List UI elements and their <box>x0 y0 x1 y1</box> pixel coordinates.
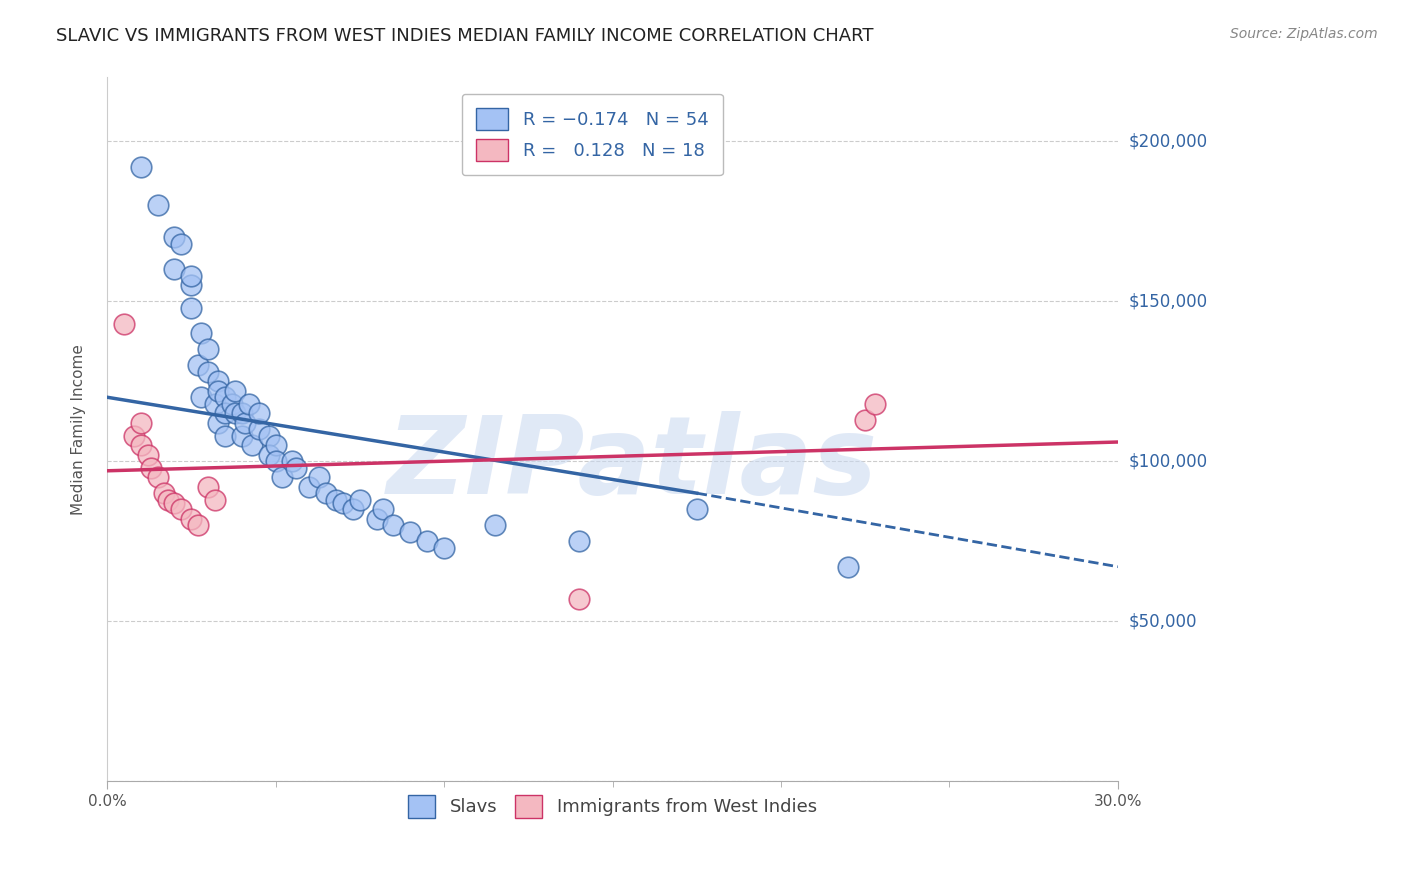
Point <box>853 412 876 426</box>
Point <box>257 448 280 462</box>
Point <box>416 534 439 549</box>
Point <box>568 534 591 549</box>
Point <box>180 301 202 315</box>
Point <box>366 512 388 526</box>
Point <box>129 416 152 430</box>
Point <box>686 502 709 516</box>
Text: SLAVIC VS IMMIGRANTS FROM WEST INDIES MEDIAN FAMILY INCOME CORRELATION CHART: SLAVIC VS IMMIGRANTS FROM WEST INDIES ME… <box>56 27 873 45</box>
Point <box>129 160 152 174</box>
Legend: Slavs, Immigrants from West Indies: Slavs, Immigrants from West Indies <box>401 789 824 825</box>
Point <box>271 470 294 484</box>
Point <box>146 470 169 484</box>
Point <box>214 406 236 420</box>
Point <box>156 492 179 507</box>
Text: $200,000: $200,000 <box>1129 132 1208 151</box>
Point <box>207 384 229 398</box>
Text: $50,000: $50,000 <box>1129 612 1198 630</box>
Point <box>197 343 219 357</box>
Point <box>264 438 287 452</box>
Point <box>180 512 202 526</box>
Text: $100,000: $100,000 <box>1129 452 1208 470</box>
Point <box>257 428 280 442</box>
Point <box>382 518 405 533</box>
Point <box>281 454 304 468</box>
Point <box>122 428 145 442</box>
Point <box>568 591 591 606</box>
Point <box>187 518 209 533</box>
Point <box>139 460 162 475</box>
Point <box>399 524 422 539</box>
Point <box>247 406 270 420</box>
Point <box>214 390 236 404</box>
Point <box>187 358 209 372</box>
Point <box>837 559 859 574</box>
Point <box>204 397 226 411</box>
Point <box>197 480 219 494</box>
Point <box>264 454 287 468</box>
Point <box>233 416 256 430</box>
Point <box>146 198 169 212</box>
Point <box>221 397 243 411</box>
Point <box>153 486 176 500</box>
Text: $150,000: $150,000 <box>1129 293 1208 310</box>
Point <box>129 438 152 452</box>
Point <box>342 502 364 516</box>
Text: Source: ZipAtlas.com: Source: ZipAtlas.com <box>1230 27 1378 41</box>
Point <box>163 230 186 244</box>
Point <box>865 397 887 411</box>
Point <box>238 397 260 411</box>
Point <box>190 326 212 341</box>
Point <box>207 416 229 430</box>
Point <box>204 492 226 507</box>
Point <box>247 422 270 436</box>
Point <box>373 502 395 516</box>
Point <box>170 236 193 251</box>
Point <box>190 390 212 404</box>
Text: ZIPatlas: ZIPatlas <box>387 411 879 517</box>
Point <box>112 317 135 331</box>
Point <box>308 470 330 484</box>
Point <box>231 406 253 420</box>
Point <box>224 406 246 420</box>
Y-axis label: Median Family Income: Median Family Income <box>72 343 86 515</box>
Point <box>214 428 236 442</box>
Point <box>170 502 193 516</box>
Point <box>231 428 253 442</box>
Point <box>298 480 321 494</box>
Point <box>163 496 186 510</box>
Point <box>136 448 159 462</box>
Point <box>207 374 229 388</box>
Point <box>325 492 347 507</box>
Point <box>224 384 246 398</box>
Point <box>433 541 456 555</box>
Point <box>315 486 337 500</box>
Point <box>332 496 354 510</box>
Point <box>484 518 506 533</box>
Point <box>240 438 263 452</box>
Point <box>180 278 202 293</box>
Point <box>349 492 371 507</box>
Point <box>163 262 186 277</box>
Point <box>284 460 307 475</box>
Point <box>197 365 219 379</box>
Point <box>180 268 202 283</box>
